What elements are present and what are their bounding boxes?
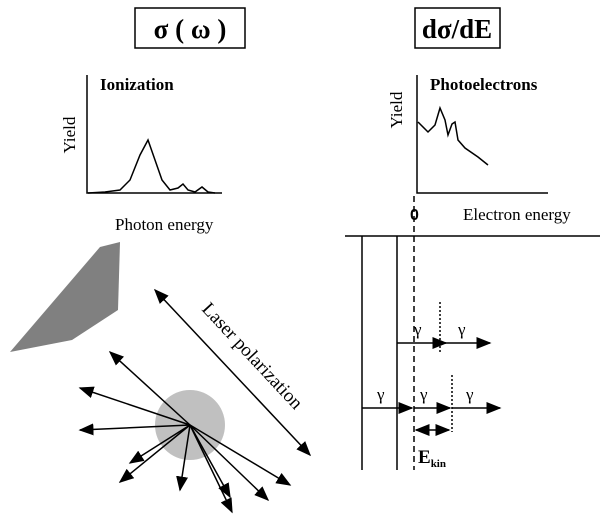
ekin-subscript: kin [431, 458, 446, 470]
curve [417, 105, 489, 166]
y-label: Yield [60, 116, 79, 153]
zero-label: 0 [410, 207, 419, 224]
photon-label: γ [465, 385, 474, 404]
polarization-arrow [153, 288, 312, 457]
photon-label: γ [376, 385, 385, 404]
ekin-label: Ekin [418, 447, 446, 470]
axes [416, 75, 548, 194]
detector [10, 242, 120, 352]
axes [86, 75, 222, 194]
plot-title: Ionization [100, 75, 174, 94]
y-label: Yield [387, 91, 406, 128]
plot-title: Photoelectrons [430, 75, 538, 94]
box-title: dσ/dE [422, 14, 492, 44]
x-label: Electron energy [463, 205, 571, 224]
title-box [414, 7, 501, 49]
ekin-symbol: E [418, 447, 431, 468]
box-title: σ ( ω ) [154, 14, 227, 44]
x-label: Photon energy [115, 215, 214, 234]
title-box [134, 7, 246, 49]
photon-label: γ [457, 320, 466, 339]
polarization-label: Laser polarization [197, 299, 307, 414]
photon-label: γ [419, 385, 428, 404]
curve [87, 138, 216, 194]
photon-label: γ [413, 320, 422, 339]
